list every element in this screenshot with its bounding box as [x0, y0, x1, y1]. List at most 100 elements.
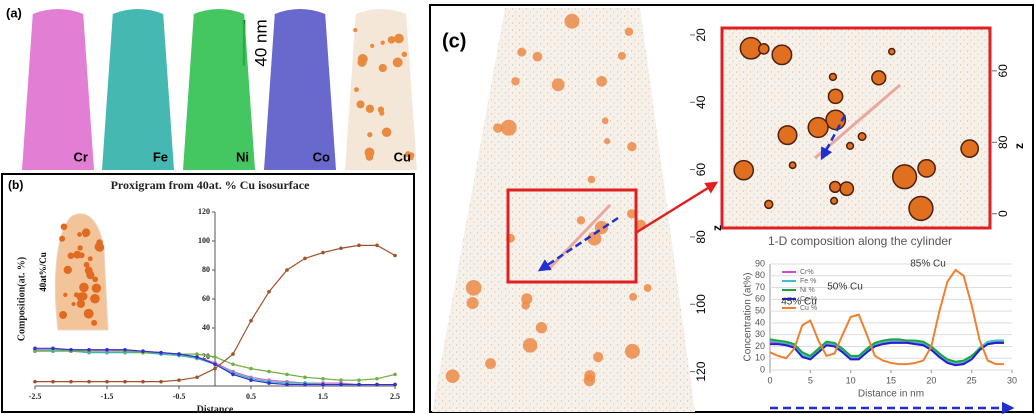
particle [604, 138, 611, 145]
particle [825, 109, 847, 131]
particle [493, 123, 503, 133]
y-tick-label: 100 [198, 236, 210, 245]
particle [522, 338, 538, 353]
data-point [339, 382, 343, 387]
particle [404, 151, 412, 158]
particle [86, 270, 95, 280]
y-tick-label: 30 [755, 329, 765, 339]
particle [839, 181, 855, 197]
data-point [195, 375, 199, 380]
particle [908, 195, 934, 222]
data-point [321, 250, 325, 255]
particle [71, 301, 76, 307]
z-tick-label: 100 [694, 294, 708, 314]
data-point [303, 256, 307, 261]
particle [394, 33, 404, 44]
data-point [231, 362, 235, 367]
x-axis-label: Distance [197, 404, 234, 414]
particle [76, 299, 86, 308]
particle [381, 127, 392, 137]
particle [564, 13, 580, 29]
y-tick-label: 0 [760, 364, 765, 374]
z-axis-label: z [710, 225, 724, 231]
series-line [769, 339, 1004, 364]
particle [79, 282, 89, 293]
data-point [33, 349, 37, 354]
data-point [267, 289, 271, 294]
particle [532, 51, 543, 62]
y-tick-label: 50 [755, 305, 765, 315]
data-point [249, 318, 253, 323]
z-tick-label: 80 [694, 230, 708, 244]
data-point [69, 379, 73, 384]
data-point [123, 379, 127, 384]
x-tick-label: 25 [967, 375, 977, 385]
element-map [102, 9, 174, 170]
y-tick-label: 10 [755, 353, 765, 363]
data-point [267, 369, 271, 374]
x-tick-label: 2.5 [390, 392, 400, 401]
tomogram-image [432, 8, 695, 412]
particle [626, 209, 637, 219]
particle [807, 116, 829, 139]
particle [788, 161, 797, 170]
z-tick-label: 80 [996, 135, 1010, 149]
data-point [393, 253, 397, 258]
particle [409, 155, 414, 161]
particle [401, 51, 408, 57]
particle [377, 106, 385, 113]
particle [521, 301, 530, 310]
particle [91, 283, 102, 293]
y-tick-label: 20 [755, 341, 765, 351]
particle [83, 261, 90, 268]
particle [378, 63, 387, 73]
zoom-image [722, 28, 990, 228]
chart-title: Proxigram from 40at. % Cu isosurface [111, 178, 311, 192]
particle [92, 276, 99, 283]
data-point [51, 346, 55, 351]
data-point [69, 347, 73, 352]
particle [733, 159, 755, 181]
data-point [285, 372, 289, 377]
x-tick-label: 10 [846, 375, 856, 385]
particle [624, 27, 634, 37]
data-point [393, 372, 397, 377]
x-tick-label: 20 [926, 375, 936, 385]
y-tick-label: 20 [202, 352, 210, 361]
x-tick-label: -1.5 [101, 392, 114, 401]
data-point [87, 347, 91, 352]
particle [77, 232, 82, 237]
particle [511, 77, 520, 86]
particle [83, 308, 94, 319]
x-tick-label: -2.5 [29, 392, 42, 401]
element-map [264, 9, 336, 170]
data-point [393, 382, 397, 387]
tomogram-particles [445, 13, 652, 387]
particle [81, 228, 91, 237]
particle [887, 47, 896, 56]
direction-arrow [537, 216, 619, 272]
data-point [105, 350, 109, 355]
chart-title: 1-D composition along the cylinder [768, 234, 952, 248]
particle [77, 245, 83, 251]
y-tick-label: 90 [755, 258, 765, 268]
particle [60, 223, 68, 231]
panel-label: (a) [6, 5, 22, 20]
legend-label: Co % [800, 296, 817, 303]
data-point [105, 347, 109, 352]
z-tick-label: 60 [694, 163, 708, 177]
y-tick-label: 60 [755, 294, 765, 304]
element-map [345, 9, 417, 170]
particle [365, 153, 374, 161]
x-tick-label: 0.5 [246, 392, 256, 401]
data-point [375, 382, 379, 387]
z-tick-label: 0 [996, 210, 1010, 217]
data-point [141, 349, 145, 354]
x-tick-label: 0 [767, 375, 772, 385]
data-point [195, 355, 199, 359]
data-point [303, 382, 307, 387]
y-tick-label: 80 [202, 265, 210, 274]
legend-label: Cr% [800, 269, 814, 276]
particle [757, 43, 770, 55]
